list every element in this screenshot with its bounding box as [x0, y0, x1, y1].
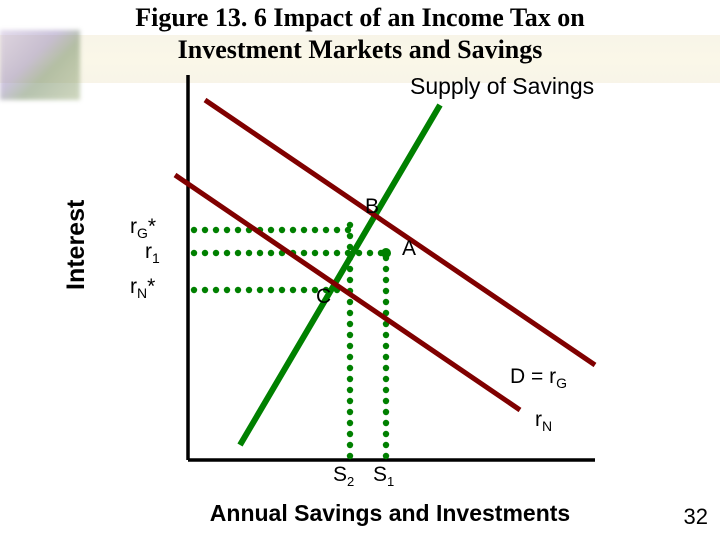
S1-s: S	[373, 463, 387, 486]
D-sub: G	[556, 375, 567, 391]
S1-sub: 1	[387, 474, 394, 489]
rG-star-ast: *	[148, 215, 156, 238]
slide-container: Figure 13. 6 Impact of an Income Tax on …	[0, 0, 720, 540]
rN-r: r	[535, 408, 542, 431]
rG-star-sub: G	[137, 225, 148, 241]
y-axis-label: Interest	[62, 200, 91, 290]
rN-star-label: rN*	[130, 275, 155, 301]
title-line-2: Investment Markets and Savings	[0, 35, 720, 65]
rN-label: rN	[535, 408, 552, 434]
r1-r: r	[145, 240, 152, 263]
point-C-label: C	[316, 285, 331, 309]
rN-star-sub: N	[137, 285, 147, 301]
S2-sub: 2	[347, 474, 354, 489]
S2-label: S2	[333, 463, 354, 489]
D-rG-label: D = rG	[510, 365, 567, 391]
rG-star-label: rG*	[130, 215, 156, 241]
S1-label: S1	[373, 463, 394, 489]
figure-title: Figure 13. 6 Impact of an Income Tax on …	[0, 3, 720, 65]
D-pre: D = r	[510, 365, 556, 388]
chart-svg	[90, 75, 610, 470]
rN-star-ast: *	[147, 275, 155, 298]
rN-sub: N	[542, 418, 552, 434]
x-axis-label: Annual Savings and Investments	[180, 500, 600, 527]
r1-label: r1	[145, 240, 160, 266]
title-line-1: Figure 13. 6 Impact of an Income Tax on	[0, 3, 720, 33]
r1-sub: 1	[152, 250, 160, 266]
rG-star-r: r	[130, 215, 137, 238]
point-A-label: A	[402, 237, 416, 261]
rN-star-r: r	[130, 275, 137, 298]
economics-chart: Supply of Savings rG* r1 rN* B A C D = r…	[90, 75, 610, 465]
supply-label: Supply of Savings	[410, 73, 594, 100]
slide-number: 32	[684, 504, 708, 530]
S2-s: S	[333, 463, 347, 486]
point-B-label: B	[365, 195, 379, 219]
